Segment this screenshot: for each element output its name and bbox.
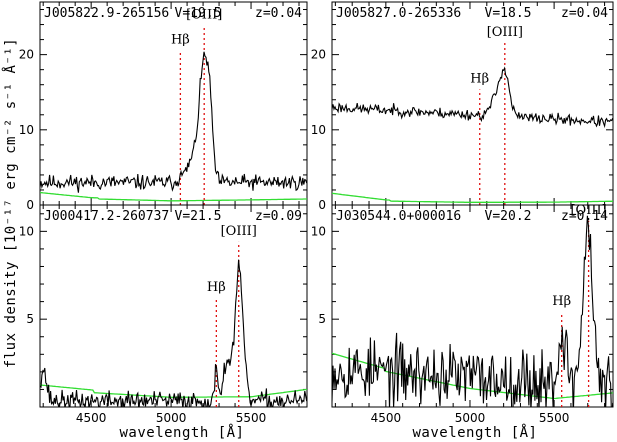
y-tick-label: 20 bbox=[311, 48, 326, 62]
y-tick-label: 5 bbox=[318, 312, 326, 326]
panel-frame bbox=[331, 204, 614, 408]
x-tick-label: 5500 bbox=[236, 411, 267, 425]
flux-spectrum-line bbox=[332, 66, 613, 129]
y-tick-label: 5 bbox=[26, 312, 34, 326]
emission-line-label: Hβ bbox=[470, 71, 489, 86]
x-axis-title-right: wavelength [Å] bbox=[412, 424, 537, 441]
y-axis-title: flux density [10⁻¹⁷ erg cm⁻² s⁻¹ Å⁻¹] bbox=[2, 38, 19, 368]
panel-frame bbox=[39, 204, 308, 408]
redshift-label: z=0.04 bbox=[255, 6, 302, 21]
flux-spectrum-line bbox=[40, 259, 307, 407]
y-tick-label: 10 bbox=[311, 224, 326, 238]
y-tick-label: 0 bbox=[318, 198, 326, 212]
object-name: J005822.9-265156 bbox=[44, 6, 169, 21]
flux-spectrum-line bbox=[332, 215, 613, 407]
x-tick-label: 5000 bbox=[156, 411, 187, 425]
emission-line-label: [OIII] bbox=[487, 25, 523, 40]
x-tick-label: 5000 bbox=[455, 411, 486, 425]
y-tick-label: 20 bbox=[19, 48, 34, 62]
panel-3: 4500 5000 5500 5 10 Hβ [OIII] J000417.2-260737 V… bbox=[19, 204, 308, 425]
emission-line-label: [OIII] bbox=[221, 224, 257, 239]
emission-line-label: Hβ bbox=[552, 294, 571, 309]
redshift-label: z=0.09 bbox=[255, 209, 302, 224]
plot-area bbox=[40, 241, 307, 407]
panels-group: 0 10 20 Hβ [OIII] J005822.9-265156 V=19.5 z=0.0… bbox=[19, 1, 614, 425]
emission-line-label: Hβ bbox=[207, 280, 226, 295]
x-tick-label: 4500 bbox=[76, 411, 107, 425]
emission-line-label: [OIII] bbox=[186, 8, 222, 23]
error-spectrum-line bbox=[332, 192, 613, 204]
panel-frame bbox=[331, 1, 614, 206]
x-tick-label: 5500 bbox=[539, 411, 570, 425]
magnitude-label: V=20.2 bbox=[485, 209, 532, 224]
panel-4: 4500 5000 5500 5 10 Hβ [OIII] J030544.0+000016 V… bbox=[311, 203, 614, 425]
object-name: J030544.0+000016 bbox=[336, 209, 461, 224]
redshift-label: z=0.14 bbox=[561, 209, 608, 224]
object-name: J000417.2-260737 bbox=[44, 209, 169, 224]
panel-1: 0 10 20 Hβ [OIII] J005822.9-265156 V=19.5 z=0.0… bbox=[19, 1, 308, 212]
error-spectrum-line bbox=[40, 191, 307, 202]
object-name: J005827.0-265336 bbox=[336, 6, 461, 21]
x-tick-label: 4500 bbox=[371, 411, 402, 425]
magnitude-label: V=21.5 bbox=[175, 209, 222, 224]
emission-line-label: [OIII] bbox=[570, 203, 606, 218]
plot-area bbox=[332, 42, 613, 205]
emission-line-label: Hβ bbox=[171, 32, 190, 47]
magnitude-label: V=19.5 bbox=[175, 6, 222, 21]
magnitude-label: V=18.5 bbox=[485, 6, 532, 21]
panel-2: 0 10 20 Hβ [OIII] J005827.0-265336 V=18.5 z=0.0… bbox=[311, 1, 614, 212]
y-tick-label: 10 bbox=[311, 123, 326, 137]
y-tick-label: 0 bbox=[26, 198, 34, 212]
y-tick-label: 10 bbox=[19, 123, 34, 137]
redshift-label: z=0.04 bbox=[561, 6, 608, 21]
flux-spectrum-line bbox=[40, 51, 307, 193]
plot-area bbox=[332, 215, 613, 407]
y-tick-label: 10 bbox=[19, 224, 34, 238]
x-axis-title-left: wavelength [Å] bbox=[119, 424, 244, 441]
plot-area bbox=[40, 25, 307, 205]
